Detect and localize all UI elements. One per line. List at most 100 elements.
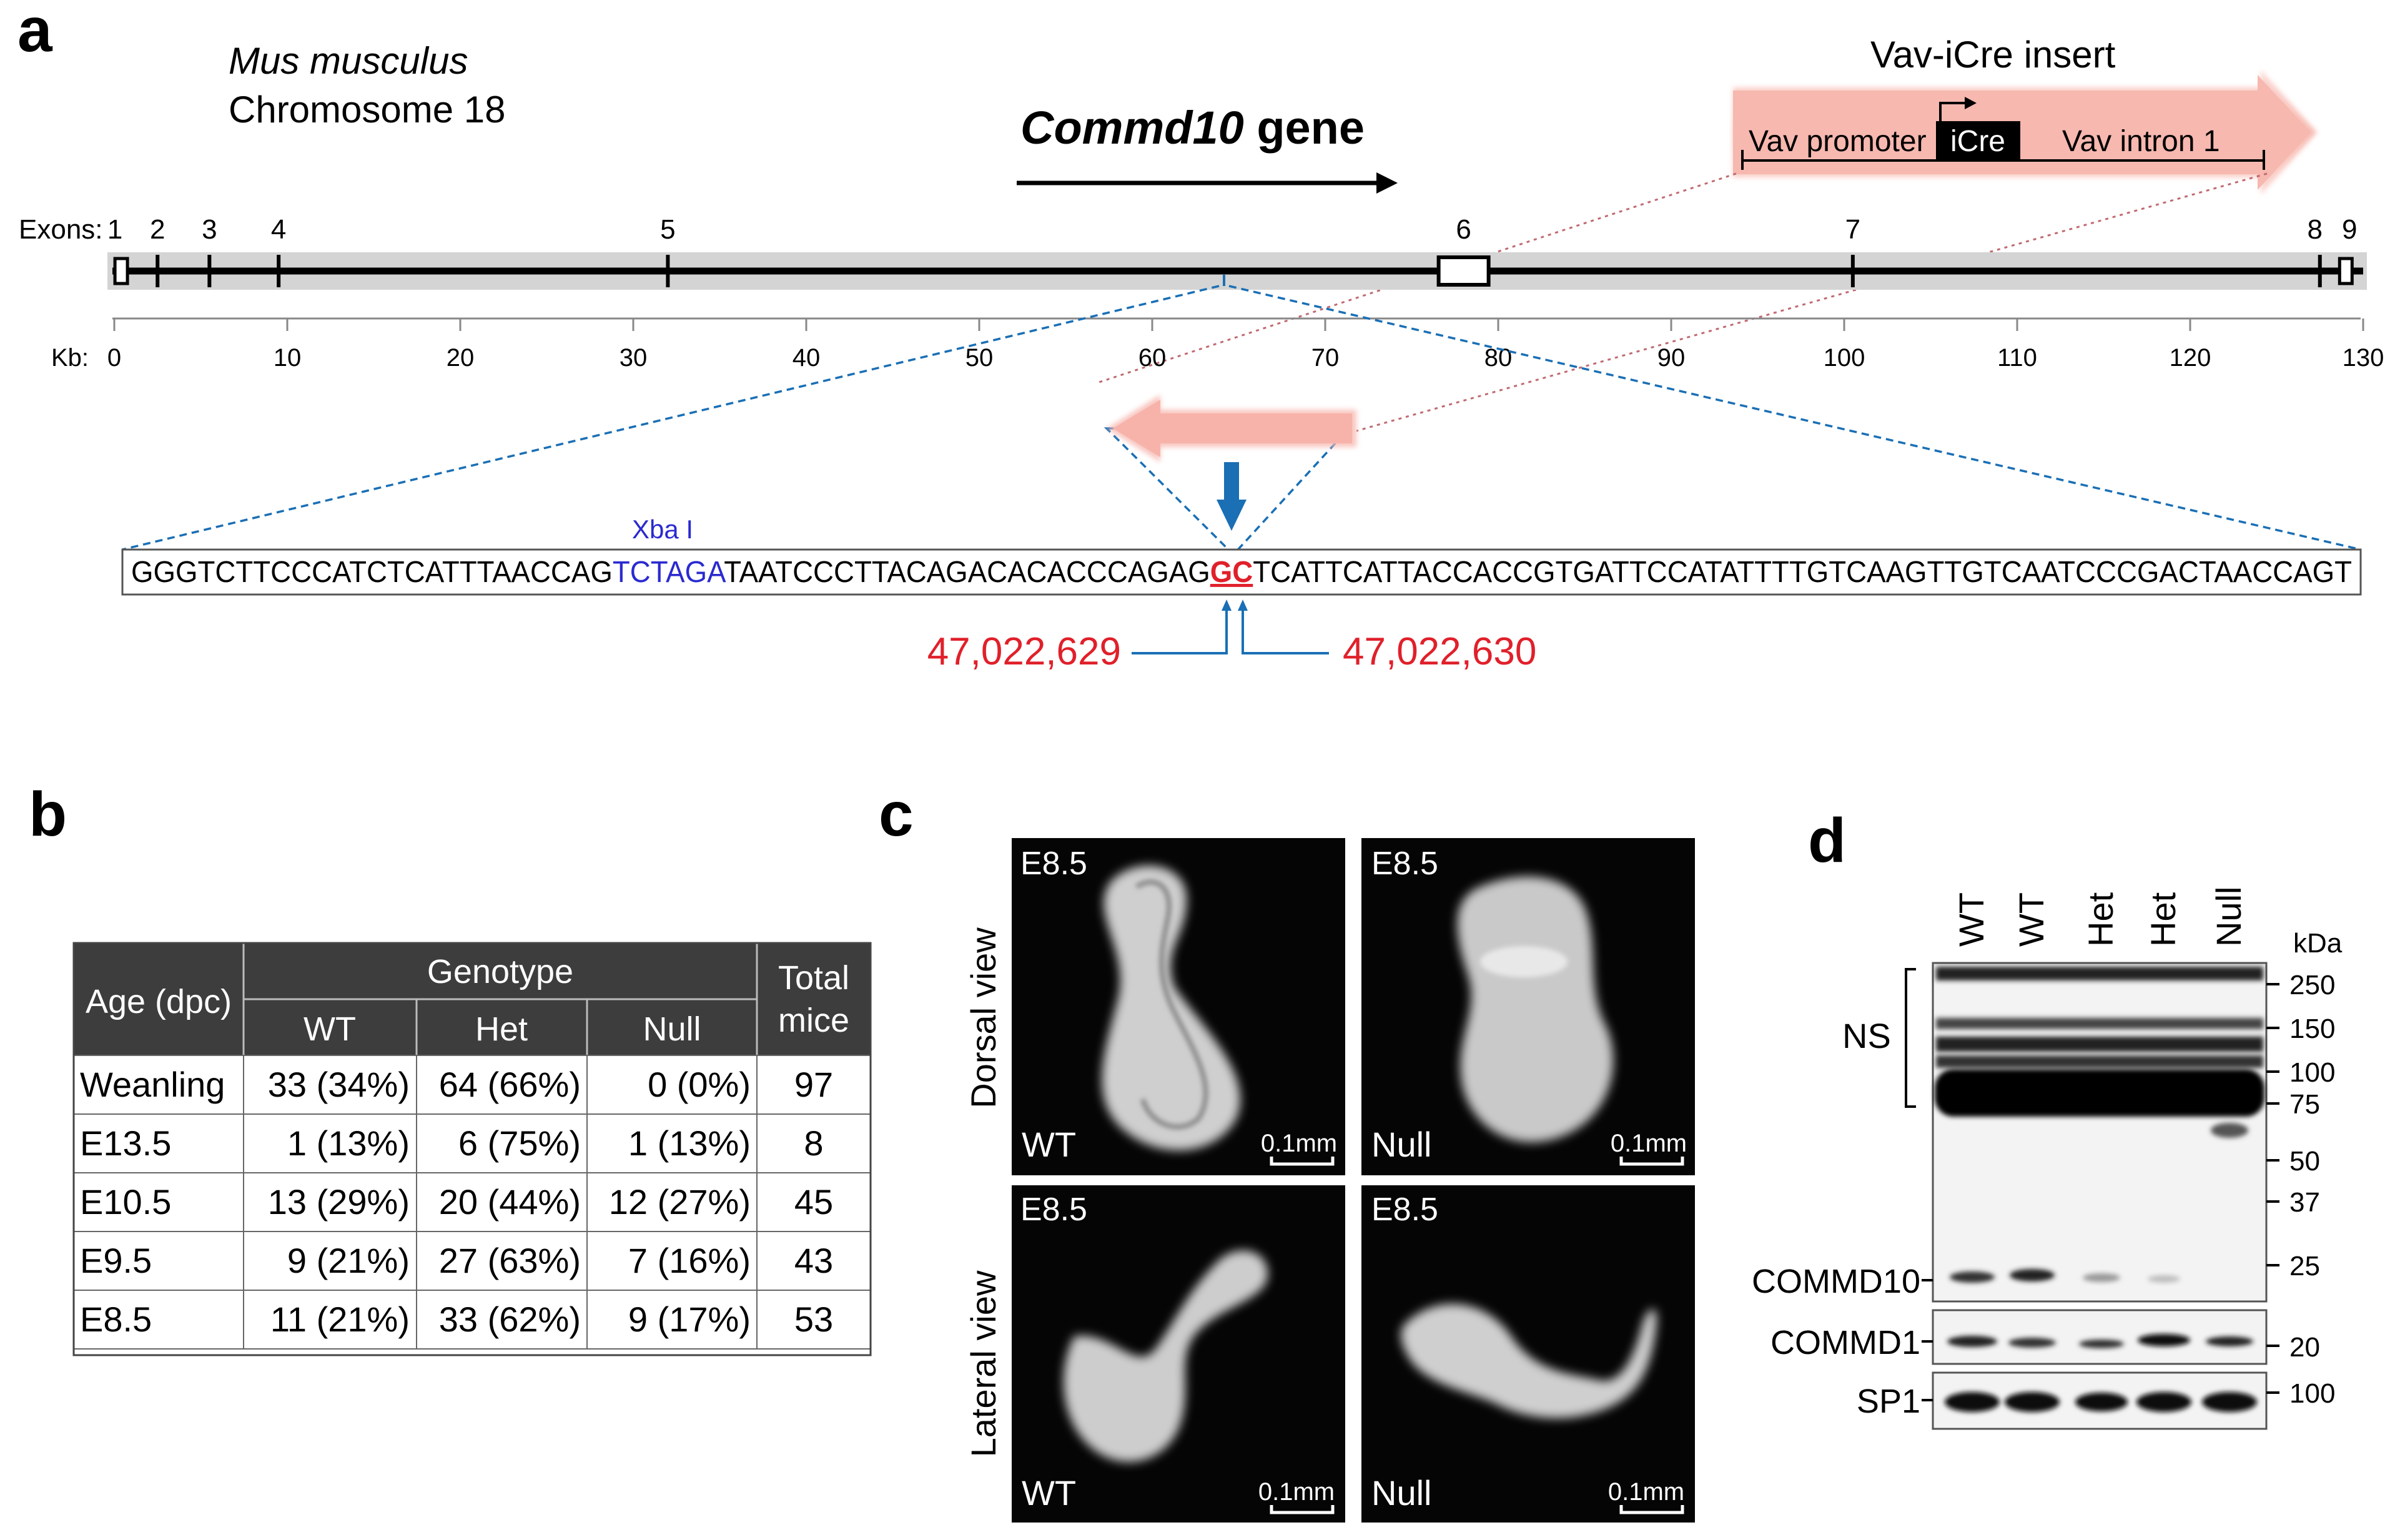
kb-tick-label: 70 (1311, 344, 1340, 372)
kb-tick-label: 0 (107, 344, 121, 372)
view-label-lateral: Lateral view (964, 1270, 1003, 1457)
species-name: Mus musculus (229, 40, 468, 82)
table-cell-total: 53 (794, 1300, 833, 1339)
gene-name: Commd10 (1020, 102, 1244, 154)
kb-tick-label: 110 (1997, 344, 2037, 372)
lane-label: Null (2209, 887, 2248, 947)
stage-label: E8.5 (1020, 846, 1087, 882)
table-cell-wt: 9 (21%) (287, 1241, 410, 1280)
table-cell-null: 0 (0%) (648, 1065, 751, 1104)
lane-label: WT (2012, 892, 2051, 947)
scale-bar (1619, 1505, 1684, 1514)
table-cell-het: 6 (75%) (458, 1123, 581, 1163)
commd1-bands (1947, 1334, 2253, 1348)
table-cell-het: 20 (44%) (439, 1182, 581, 1222)
ns-label: NS (1842, 1016, 1891, 1055)
promoter-tss-arrow (1939, 102, 1967, 121)
icre-label: iCre (1950, 125, 2005, 158)
micrograph-lateral-null: E8.5 Null 0.1mm (1361, 1185, 1695, 1523)
scale-bar (1270, 1157, 1335, 1166)
coord-right: 47,022,630 (1343, 630, 1536, 673)
exons-label: Exons: (19, 214, 103, 245)
scale-bar-label: 0.1mm (1261, 1130, 1337, 1157)
stage-label: E8.5 (1371, 1192, 1438, 1228)
genotype-label: Null (1371, 1473, 1431, 1513)
sequence-cut: GC (1210, 555, 1253, 589)
vav-promoter-label: Vav promoter (1749, 125, 1927, 158)
insert-map: Vav promoter iCre Vav intron 1 (1741, 97, 2265, 170)
zoom-line-left (122, 285, 1220, 551)
marker-label: 100 (2289, 1057, 2335, 1088)
exon-mark (113, 257, 129, 285)
exon-label: 8 (2308, 214, 2323, 245)
marker-label: 75 (2289, 1089, 2320, 1120)
commd10-bands (1950, 1269, 2180, 1283)
commd1-label: COMMD1 (1770, 1324, 1920, 1361)
exon-mark (2338, 257, 2354, 285)
marker-commd1: 20 (2289, 1332, 2320, 1363)
gene-title: Commd10 gene (1020, 102, 1365, 154)
exon-label: 6 (1456, 214, 1471, 245)
kda-label: kDa (2293, 928, 2343, 959)
kb-tick-label: 60 (1138, 344, 1167, 372)
panel-label-d: d (1808, 806, 1846, 876)
table-cell-wt: 13 (29%) (268, 1182, 410, 1222)
scale-bar-label: 0.1mm (1608, 1478, 1684, 1506)
coord-left: 47,022,629 (927, 630, 1121, 673)
gene-direction-arrow (1017, 172, 1398, 194)
vav-intron-label: Vav intron 1 (2062, 125, 2220, 158)
kb-tick-label: 20 (447, 344, 475, 372)
insertion-triangle (1104, 427, 1351, 556)
exon-label: 3 (202, 214, 217, 245)
table-cell-total: 8 (804, 1123, 823, 1163)
kb-tick-label: 130 (2343, 344, 2384, 372)
sp1-label: SP1 (1857, 1383, 1920, 1420)
cut-site-arrow (1217, 462, 1247, 531)
zoom-line-right (1228, 285, 2361, 551)
exon-label: 2 (150, 214, 165, 245)
sequence-middle: TAATCCCTTACAGACACACCCAGAG (724, 555, 1210, 589)
table-cell-null: 12 (27%) (609, 1182, 751, 1222)
kb-tick-label: 10 (274, 344, 302, 372)
sequence-text: GGGTCTTCCCATCTCATTTAACCAGTCTAGATAATCCCTT… (131, 555, 2352, 589)
chromosome-name: Chromosome 18 (229, 89, 506, 131)
panel-label-a: a (17, 0, 53, 65)
sequence-box (121, 548, 2362, 596)
table-cell-null: 9 (17%) (628, 1300, 751, 1339)
micrograph-dorsal-null: E8.5 Null 0.1mm (1361, 838, 1695, 1175)
scale-bar (1270, 1505, 1335, 1514)
table-row: E9.5 9 (21%) 27 (63%) 7 (16%) 43 (73, 1231, 871, 1291)
sequence-before: GGGTCTTCCCATCTCATTTAACCAG (131, 555, 613, 589)
table-cell-het: 33 (62%) (439, 1300, 581, 1339)
exon-label: 5 (660, 214, 675, 245)
sequence-after: TCATTCATTACCACCGTGATTCCATATTTTGTCAAGTTGT… (1253, 555, 2352, 589)
kb-tick-label: 120 (2170, 344, 2211, 372)
table-cell-wt: 11 (21%) (270, 1300, 410, 1339)
table-cell-wt: 1 (13%) (287, 1123, 410, 1163)
kb-tick-label: 50 (965, 344, 994, 372)
ns-bands (1935, 967, 2264, 1138)
header-null: Null (643, 1010, 701, 1048)
insert-title: Vav-iCre insert (1870, 34, 2116, 76)
table-cell-age: E9.5 (80, 1241, 152, 1280)
table-cell-total: 43 (794, 1241, 833, 1280)
exon-label: 9 (2342, 214, 2357, 245)
marker-label: 250 (2289, 970, 2335, 1000)
marker-label: 25 (2289, 1251, 2320, 1281)
kb-tick-label: 100 (1824, 344, 1865, 372)
icre-box (1936, 121, 2020, 161)
table-cell-age: E13.5 (80, 1123, 171, 1163)
lane-label: Het (2081, 892, 2120, 947)
lane-label: WT (1952, 892, 1991, 947)
table-row: E8.5 11 (21%) 33 (62%) 9 (17%) 53 (73, 1290, 871, 1350)
header-total: Total mice (778, 959, 850, 1039)
genotype-label: WT (1022, 1125, 1076, 1164)
marker-label: 37 (2289, 1187, 2320, 1218)
genotype-label: WT (1022, 1473, 1076, 1513)
scale-bar-label: 0.1mm (1611, 1130, 1687, 1157)
ns-bracket (1905, 968, 1916, 1108)
exon-mark (1436, 255, 1491, 287)
commd10-label: COMMD10 (1752, 1263, 1920, 1300)
table-row: E10.5 13 (29%) 20 (44%) 12 (27%) 45 (73, 1172, 871, 1232)
